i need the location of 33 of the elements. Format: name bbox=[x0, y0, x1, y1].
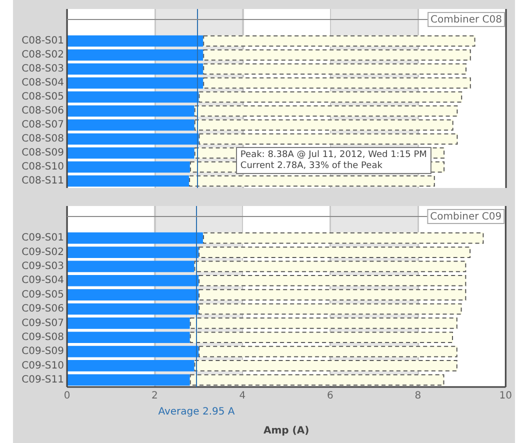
y-tick-label: C09-S09 bbox=[22, 346, 64, 358]
x-tick-label: 8 bbox=[414, 390, 422, 402]
y-tick-label: C08-S09 bbox=[22, 148, 64, 159]
annotation: Peak: 8.38A @ Jul 11, 2012, Wed 1:15 PM Current 2.78A, 33% of the Peak bbox=[240, 150, 427, 171]
y-tick-label: C08-S01 bbox=[22, 36, 64, 47]
y-tick-label: C09-S04 bbox=[22, 275, 64, 286]
y-tick-label: C09-S10 bbox=[22, 360, 64, 372]
y-tick-label: C09-S03 bbox=[22, 261, 64, 272]
y-tick-label: C09-S06 bbox=[22, 304, 64, 315]
x-tick-label: 0 bbox=[64, 390, 70, 402]
y-tick-label: C09-S11 bbox=[22, 374, 64, 386]
x-axis-title: Amp (A) bbox=[263, 426, 310, 437]
y-tick-label: C09-S08 bbox=[22, 332, 64, 343]
y-tick-label: C08-S07 bbox=[22, 120, 64, 131]
y-tick-label: C08-S06 bbox=[22, 106, 64, 117]
y-tick-label: C08-S05 bbox=[22, 92, 64, 103]
y-tick-label: C09-S07 bbox=[22, 318, 64, 329]
x-tick-label: 2 bbox=[152, 390, 158, 402]
y-tick-label: C08-S11 bbox=[22, 176, 64, 187]
x-tick-label: 6 bbox=[326, 390, 334, 402]
y-tick-label: C09-S01 bbox=[22, 232, 64, 244]
x-tick-label: 4 bbox=[239, 390, 246, 402]
y-tick-label: C08-S02 bbox=[22, 50, 64, 61]
y-tick-label: C08-S08 bbox=[22, 134, 64, 145]
ref-line-label: Average 2.95 A bbox=[158, 406, 235, 418]
chart-title: Combiner C08 bbox=[430, 14, 502, 26]
y-tick-label: C09-S02 bbox=[22, 246, 64, 258]
x-tick-label: 10 bbox=[499, 390, 512, 402]
chart-title: Combiner C09 bbox=[430, 212, 502, 223]
y-tick-label: C09-S05 bbox=[22, 289, 64, 300]
y-tick-label: C08-S03 bbox=[22, 64, 64, 75]
y-tick-label: C08-S10 bbox=[22, 162, 64, 173]
y-tick-label: C08-S04 bbox=[22, 78, 64, 89]
